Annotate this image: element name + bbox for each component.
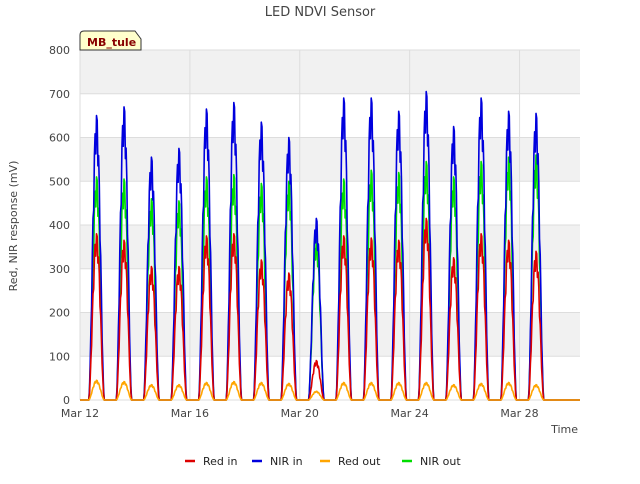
y-tick-label: 500 [49,175,70,188]
x-tick-label: Mar 20 [281,407,319,420]
chart-title: LED NDVI Sensor [265,5,376,20]
legend-label: Red in [203,455,237,468]
y-tick-label: 600 [49,132,70,145]
site-badge-label: MB_tule [87,36,136,49]
legend-label: Red out [338,455,381,468]
legend: Red in NIR in Red out NIR out [185,455,461,468]
site-badge-shape [79,30,142,51]
series-line-red-in [80,217,580,401]
x-axis: Mar 12 Mar 16 Mar 20 Mar 24 Mar 28 [61,407,539,420]
background-bands [80,50,580,357]
y-tick-label: 0 [63,394,70,407]
background-band [80,50,580,94]
series-line-nir-in [80,90,580,401]
gridlines [79,49,580,401]
background-band [80,225,580,269]
legend-item: Red in [185,455,237,468]
legend-item: NIR out [402,455,461,468]
legend-label: NIR out [420,455,461,468]
y-tick-label: 700 [49,88,70,101]
series-line-red-out [80,379,580,401]
series-layer [80,90,580,401]
legend-item: Red out [320,455,381,468]
y-tick-label: 100 [49,350,70,363]
y-tick-label: 200 [49,307,70,320]
x-tick-label: Mar 28 [500,407,538,420]
legend-label: NIR in [270,455,303,468]
x-axis-label: Time [550,423,578,436]
x-tick-label: Mar 12 [61,407,99,420]
x-tick-label: Mar 24 [391,407,429,420]
background-band [80,137,580,182]
y-axis: 0 100 200 300 400 500 600 700 800 [49,44,70,407]
legend-item: NIR in [252,455,303,468]
y-tick-label: 300 [49,263,70,276]
y-tick-label: 400 [49,219,70,232]
y-axis-label: Red, NIR response (mV) [7,161,20,292]
x-tick-label: Mar 16 [171,407,209,420]
background-band [80,312,580,357]
y-tick-label: 800 [49,44,70,57]
site-badge: MB_tule [79,30,142,51]
